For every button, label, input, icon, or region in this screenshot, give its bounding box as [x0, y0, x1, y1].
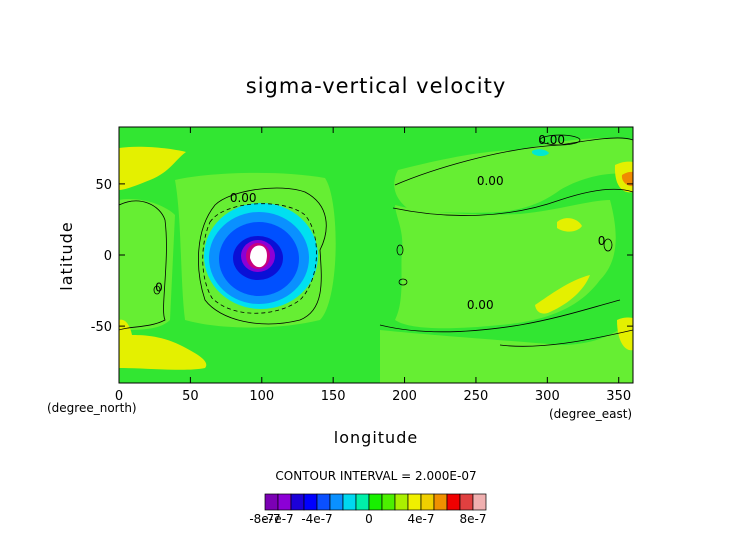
colorbar-swatch: [459, 493, 474, 511]
contour-small-1: [539, 134, 581, 146]
field-orange-ne: [621, 171, 633, 187]
colorbar-swatch: [394, 493, 409, 511]
colorbar-swatch: [407, 493, 422, 511]
x-axis-ticks: 0 50 100 150 200 250 300 350: [115, 127, 631, 404]
x-unit-label: (degree_east): [549, 407, 632, 421]
x-tick-label: 250: [464, 389, 489, 404]
colorbar-tick-label: 0: [365, 512, 373, 526]
colorbar-tick-label: -4e-7: [301, 512, 332, 526]
field-region-west: [119, 199, 175, 330]
x-tick-label: 0: [115, 389, 123, 404]
x-axis-label: longitude: [334, 428, 418, 447]
x-tick-label: 50: [182, 389, 199, 404]
colorbar-swatch: [381, 493, 396, 511]
field-level-min: [250, 245, 267, 268]
y-axis-label: latitude: [57, 221, 76, 290]
x-tick-label: 300: [535, 389, 560, 404]
colorbar-swatch: [342, 493, 357, 511]
contour-small-2: [603, 238, 613, 252]
field-yellow-sw: [119, 319, 207, 370]
colorbar-swatch: [290, 493, 305, 511]
colorbar-swatch: [368, 493, 383, 511]
colorbar-swatch: [446, 493, 461, 511]
colorbar-swatch: [303, 493, 318, 511]
x-tick-label: 200: [392, 389, 417, 404]
contour-label: 0: [598, 234, 606, 248]
chart-title: sigma-vertical velocity: [246, 74, 507, 98]
contour-label: 0.00: [467, 298, 494, 312]
y-tick-label: 50: [95, 178, 112, 193]
colorbar-tick-label: -7e-7: [262, 512, 293, 526]
contour-zero-west: [119, 200, 167, 331]
contour-zero-east-2: [392, 188, 633, 216]
colorbar-tick-labels: -8e-7-7e-7 -4e-7 0 4e-7 8e-7: [249, 512, 486, 526]
contour-zero-east: [394, 137, 633, 186]
contour-small-5: [153, 285, 161, 295]
y-tick-label: 0: [104, 249, 112, 264]
x-tick-label: 350: [606, 389, 631, 404]
contour-zero-east-3: [379, 299, 621, 333]
field-region-east-south: [380, 320, 633, 383]
field-yellow-se: [535, 275, 590, 314]
y-tick-label: -50: [91, 320, 112, 335]
field-region-east-north: [394, 138, 633, 213]
colorbar-swatch: [277, 493, 292, 511]
contour-label: 0: [155, 281, 163, 295]
contour-interval-text: CONTOUR INTERVAL = 2.000E-07: [275, 469, 476, 483]
contour-label: 0.00: [538, 133, 565, 147]
colorbar: [264, 493, 487, 511]
colorbar-tick-label: 8e-7: [460, 512, 487, 526]
colorbar-tick-label: 4e-7: [408, 512, 435, 526]
plot-area: [119, 127, 633, 383]
contour-lines: [119, 134, 633, 347]
x-tick-label: 100: [249, 389, 274, 404]
field-yellow-east: [557, 218, 582, 232]
field-yellow-nw: [119, 146, 186, 190]
colorbar-swatch: [420, 493, 435, 511]
colorbar-swatch: [433, 493, 448, 511]
y-unit-label: (degree_north): [47, 401, 137, 415]
contour-labels: 0.00 0.00 0.00 0.00 0 0: [155, 133, 605, 312]
contour-label: 0.00: [477, 174, 504, 188]
colorbar-tick-label: -8e-7: [249, 512, 280, 526]
contour-small-4: [398, 278, 408, 286]
x-tick-label: 150: [321, 389, 346, 404]
contour-zero-descent: [198, 187, 327, 325]
colorbar-swatch: [355, 493, 370, 511]
y-axis-ticks: -50 0 50: [91, 178, 633, 335]
contour-small-3: [396, 244, 404, 256]
colorbar-swatch: [329, 493, 344, 511]
contour-label: 0.00: [230, 191, 257, 205]
colorbar-swatch: [472, 493, 487, 511]
colorbar-swatch: [316, 493, 331, 511]
colorbar-swatch: [264, 493, 279, 511]
contour-zero-far-south: [499, 329, 633, 347]
field-cyan-north: [532, 149, 549, 156]
